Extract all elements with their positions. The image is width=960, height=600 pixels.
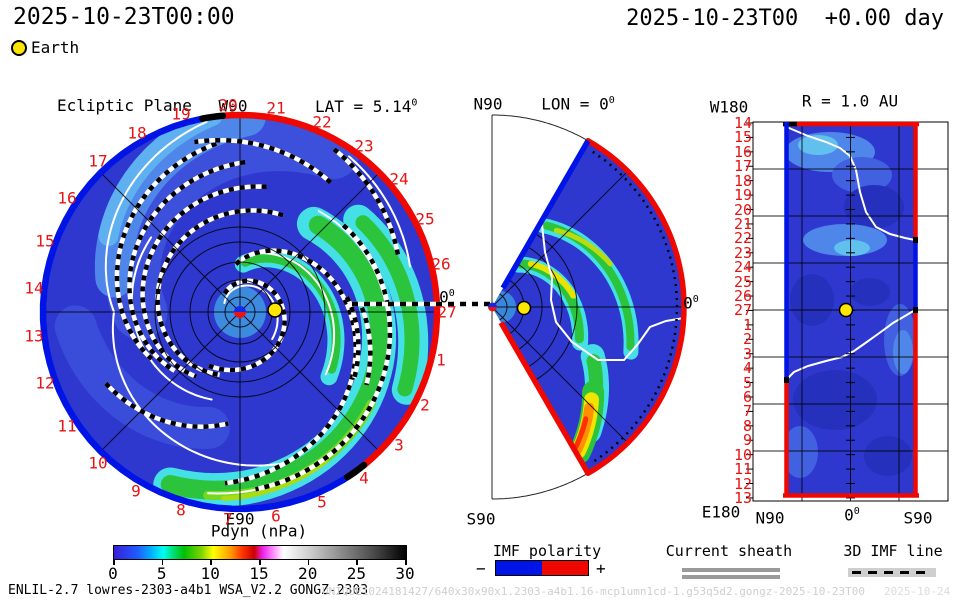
meridional-north-negative — [500, 139, 591, 290]
ecliptic-rim-positive — [219, 111, 441, 469]
radial-w180-label: W180 — [709, 97, 749, 117]
radial-day-label: 21 — [733, 215, 752, 233]
colorbar — [113, 545, 407, 560]
radial-day-label: 5 — [742, 374, 752, 392]
radial-n90-label: N90 — [755, 508, 785, 528]
timestamp-right: 2025-10-23T00 +0.00 day — [626, 6, 944, 31]
radial-day-label: 26 — [733, 287, 752, 305]
ecliptic-rim-negative — [39, 115, 360, 513]
meridional-n90-label: N90 — [473, 94, 503, 114]
radial-day-label: 7 — [742, 402, 752, 420]
model-info: ENLIL-2.7 lowres-2303-a4b1 WSA_V2.2 GONG… — [8, 583, 369, 598]
imf-polarity-title: IMF polarity — [492, 542, 602, 560]
imf-negative-swatch — [496, 561, 542, 575]
earth-marker-radial — [838, 302, 854, 318]
imf-3d-title: 3D IMF line — [843, 542, 943, 560]
radial-day-label: 9 — [742, 431, 752, 449]
watermark: UNIQUE1024181427/640x30x90x1.2303-a4b1.1… — [322, 585, 866, 598]
radial-day-label: 2 — [742, 330, 752, 348]
radial-day-label: 22 — [733, 229, 752, 247]
radial-day-label: 25 — [733, 273, 752, 291]
current-sheath-title: Current sheath — [665, 542, 793, 560]
radial-day-label: 23 — [733, 244, 752, 262]
radial-title: R = 1.0 AU — [801, 91, 899, 111]
sun-marker — [234, 306, 246, 312]
earth-marker-meridional — [516, 300, 532, 316]
imf-minus-label: − — [476, 559, 486, 578]
radial-day-label: 8 — [742, 417, 752, 435]
earth-marker-ecliptic — [267, 302, 283, 318]
meridional-wedge-heatmap — [492, 140, 685, 474]
ecliptic-e90-label: E90 — [225, 509, 255, 529]
timestamp-left: 2025-10-23T00:00 — [13, 4, 235, 30]
earth-legend-label: Earth — [31, 38, 80, 57]
imf-3d-swatch — [848, 568, 936, 577]
ecliptic-title: Ecliptic Plane — [57, 96, 192, 115]
ecliptic-lat-label: LAT = 5.140 — [315, 97, 418, 116]
radial-day-label: 12 — [733, 475, 752, 493]
current-sheath-swatch — [682, 568, 780, 572]
meridional-zero-deg-label: 00 — [683, 293, 699, 313]
ecliptic-w90-label: W90 — [218, 96, 248, 116]
radial-day-label: 1 — [742, 316, 752, 334]
radial-day-label: 10 — [733, 446, 752, 464]
meridional-outer-positive — [585, 137, 687, 477]
radial-day-label: 14 — [733, 114, 752, 132]
radial-day-label: 13 — [733, 489, 752, 507]
imf-polarity-swatch — [495, 560, 589, 576]
radial-day-label: 4 — [742, 359, 752, 377]
radial-day-label: 19 — [733, 186, 752, 204]
radial-day-ticks — [746, 122, 855, 499]
radial-zero-deg-label: 00 — [844, 505, 860, 525]
radial-day-label: 20 — [733, 201, 752, 219]
radial-day-label: 11 — [733, 460, 752, 478]
colorbar-label: Pdyn (nPa) — [210, 521, 308, 541]
radial-day-label: 17 — [733, 157, 752, 175]
earth-legend-icon — [11, 40, 27, 56]
radial-day-labels: 14 15 16 17 18 19 20 21 22 23 24 25 26 27 1 2 3 4 5 6 7 8 9 10 1… — [710, 0, 752, 600]
radial-day-label: 27 — [733, 301, 752, 319]
radial-s90-label: S90 — [903, 508, 933, 528]
radial-day-label: 3 — [742, 345, 752, 363]
imf-positive-swatch — [542, 561, 588, 575]
radial-day-label: 24 — [733, 258, 752, 276]
watermark-date: 2025-10-24 — [884, 585, 951, 598]
meridional-south-positive — [498, 321, 591, 475]
radial-day-label: 16 — [733, 143, 752, 161]
radial-e180-label: E180 — [701, 502, 741, 522]
sun-marker-wedge — [488, 302, 497, 307]
radial-day-label: 15 — [733, 128, 752, 146]
ecliptic-zero-deg-label: 00 — [439, 287, 455, 307]
meridional-lon-label: LON = 00 — [541, 94, 615, 114]
meridional-s90-label: S90 — [466, 509, 496, 529]
radial-day-label: 18 — [733, 172, 752, 190]
imf-plus-label: + — [596, 559, 606, 578]
radial-day-label: 6 — [742, 388, 752, 406]
